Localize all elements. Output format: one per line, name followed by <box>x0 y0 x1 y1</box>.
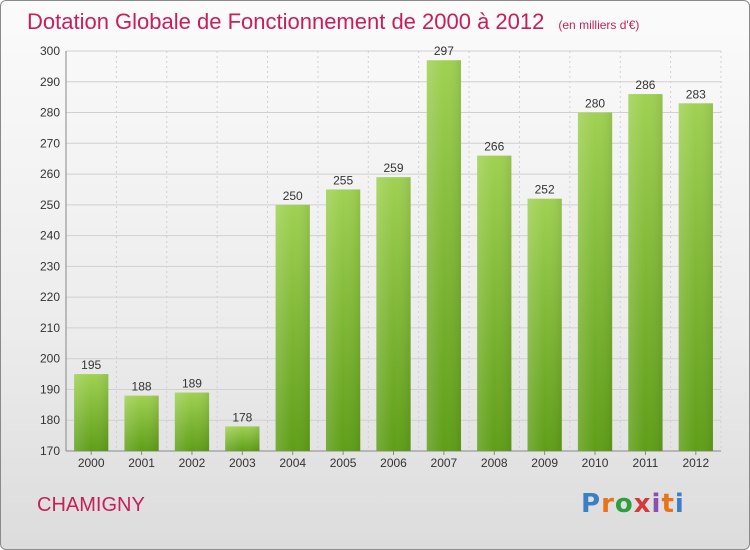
logo-letter: i <box>651 489 662 519</box>
y-tick-label: 180 <box>40 413 60 427</box>
y-tick-label: 220 <box>40 290 60 304</box>
logo-letter: r <box>601 489 615 519</box>
place-name: CHAMIGNY <box>37 494 145 516</box>
logo-letter: i <box>674 489 685 519</box>
bar-value-label: 188 <box>132 380 152 394</box>
bar-shine <box>527 198 562 451</box>
x-tick-label: 2004 <box>279 456 306 470</box>
proxiti-logo: Proxiti <box>581 489 685 519</box>
y-tick-label: 210 <box>40 321 60 335</box>
y-tick-label: 240 <box>40 229 60 243</box>
x-tick-label: 2007 <box>431 456 458 470</box>
y-tick-label: 300 <box>40 44 60 58</box>
bar-shine <box>426 60 462 451</box>
x-tick-label: 2002 <box>179 456 206 470</box>
x-tick-label: 2003 <box>229 456 256 470</box>
x-tick-label: 2006 <box>380 456 407 470</box>
bar-shine <box>577 112 613 452</box>
bar-value-label: 286 <box>635 78 655 92</box>
x-tick-label: 2009 <box>531 456 558 470</box>
bar-value-label: 297 <box>434 44 454 58</box>
bar-value-label: 195 <box>81 358 101 372</box>
bar-shine <box>124 395 159 451</box>
y-tick-label: 250 <box>40 198 60 212</box>
bar-value-label: 266 <box>484 140 504 154</box>
bar-value-label: 189 <box>182 377 202 391</box>
x-tick-label: 2001 <box>128 456 155 470</box>
x-tick-label: 2000 <box>78 456 105 470</box>
y-tick-label: 290 <box>40 75 60 89</box>
y-tick-label: 270 <box>40 136 60 150</box>
bar-value-label: 259 <box>383 161 403 175</box>
chart-title: Dotation Globale de Fonctionnement de 20… <box>27 9 639 35</box>
x-tick-label: 2011 <box>633 456 659 470</box>
bar-value-label: 283 <box>686 87 706 101</box>
logo-letter: t <box>661 489 675 519</box>
bar-value-label: 250 <box>283 189 303 203</box>
bar-shine <box>376 177 411 451</box>
y-tick-label: 190 <box>40 382 60 396</box>
logo-letter: o <box>614 489 634 519</box>
axes: 170 180 190 200 210 220 230 240 250 260 270 280 290 3… <box>40 44 721 470</box>
bar-shine <box>74 374 109 451</box>
bar-value-label: 252 <box>535 183 555 197</box>
bar-shine <box>628 94 663 452</box>
bar-shine <box>225 426 260 451</box>
bar-shine <box>174 392 210 451</box>
bar-value-label: 280 <box>585 97 605 111</box>
x-tick-label: 2008 <box>481 456 508 470</box>
logo-letter: P <box>581 489 602 519</box>
x-tick-label: 2012 <box>682 456 709 470</box>
bar-shine <box>678 103 713 452</box>
bar-shine <box>325 189 361 451</box>
bar-shine <box>477 155 512 451</box>
chart-subtitle: (en milliers d'€) <box>558 18 640 32</box>
bar-value-label: 255 <box>333 173 353 187</box>
y-tick-label: 260 <box>40 167 60 181</box>
x-tick-label: 2010 <box>582 456 609 470</box>
y-tick-label: 230 <box>40 259 60 273</box>
bar-shine <box>275 204 310 451</box>
bars: 195 188 189 178 250 255 259 297 266 252 280 286 283 <box>74 44 713 452</box>
y-tick-label: 200 <box>40 352 60 366</box>
title-text: Dotation Globale de Fonctionnement de 20… <box>27 9 545 34</box>
logo-letter: x <box>633 489 652 519</box>
bar-value-label: 178 <box>232 410 252 424</box>
y-tick-label: 280 <box>40 106 60 120</box>
x-tick-label: 2005 <box>330 456 357 470</box>
y-tick-label: 170 <box>40 444 60 458</box>
